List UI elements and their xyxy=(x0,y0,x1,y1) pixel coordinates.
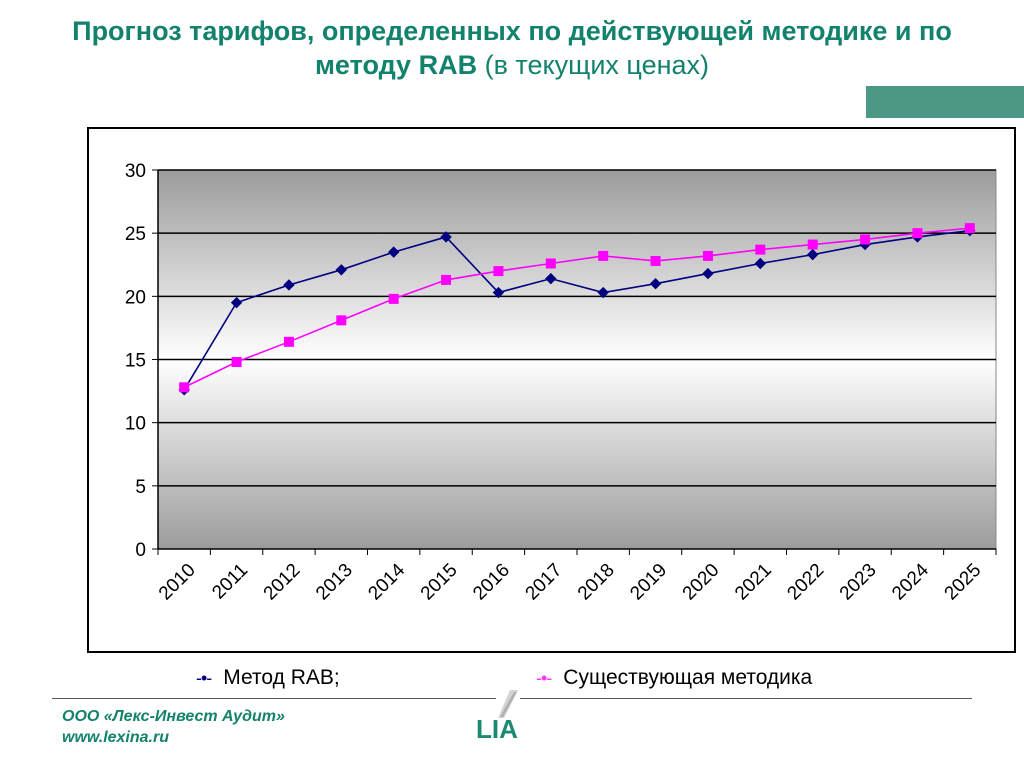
legend-marker-rab: -•- xyxy=(196,667,212,688)
x-tick-label: 2024 xyxy=(888,559,933,604)
x-tick-label: 2012 xyxy=(260,560,305,605)
data-point-existing xyxy=(755,244,766,255)
y-tick-label: 10 xyxy=(125,414,146,435)
footer-rule-right xyxy=(520,698,972,699)
series-layer xyxy=(178,223,976,396)
website-link[interactable]: www.lexina.ru xyxy=(62,729,169,746)
company-name: ООО «Лекс-Инвест Аудит» xyxy=(62,708,285,725)
data-point-rab xyxy=(754,257,767,270)
data-point-existing xyxy=(912,228,923,239)
data-point-existing xyxy=(388,293,399,304)
data-point-existing xyxy=(598,250,609,261)
title-normal: (в текущих ценах) xyxy=(484,50,710,80)
x-tick-label: 2016 xyxy=(469,560,514,605)
gridlines xyxy=(158,169,996,487)
x-tick-label: 2015 xyxy=(417,560,462,605)
y-tick-label: 15 xyxy=(125,351,146,372)
y-tick-label: 30 xyxy=(125,161,146,182)
data-point-rab xyxy=(283,279,295,291)
title-bold: Прогноз тарифов, определенных по действу… xyxy=(72,16,952,80)
legend-marker-existing: -•- xyxy=(536,667,552,688)
data-point-existing xyxy=(807,239,818,250)
x-tick-label: 2010 xyxy=(155,560,200,605)
data-point-existing xyxy=(493,266,504,277)
y-tick-label: 20 xyxy=(125,287,146,308)
legend-label-existing: Существующая методика xyxy=(563,666,813,689)
x-tick-label: 2021 xyxy=(731,560,776,605)
data-point-existing xyxy=(231,357,242,368)
footer: ООО «Лекс-Инвест Аудит» www.lexina.ru xyxy=(62,706,285,748)
legend-label-rab: Метод RAB xyxy=(223,666,334,689)
y-axis-ticks: 0 5 10 15 20 25 30 xyxy=(125,161,159,561)
data-point-rab xyxy=(440,231,452,243)
data-point-existing xyxy=(545,258,556,269)
data-point-rab xyxy=(230,296,243,309)
footer-rule-left xyxy=(52,698,496,699)
x-tick-label: 2013 xyxy=(312,560,357,605)
data-point-existing xyxy=(650,255,661,266)
y-tick-label: 0 xyxy=(135,540,146,561)
series-line-existing xyxy=(183,227,970,389)
x-tick-label: 2018 xyxy=(574,560,619,605)
data-point-existing xyxy=(702,250,713,261)
data-point-rab xyxy=(387,246,400,258)
data-point-existing xyxy=(336,315,347,326)
data-point-rab xyxy=(492,286,505,299)
data-point-rab xyxy=(545,272,557,285)
data-point-existing xyxy=(283,336,294,347)
x-axis-ticks: 2010 2011 2012 2013 2014 2015 2016 2017 2018 2019… xyxy=(155,548,997,605)
x-tick-label: 2017 xyxy=(522,560,567,605)
legend-item-existing: -•- Существующая методика xyxy=(536,666,812,690)
data-point-rab xyxy=(806,248,819,261)
data-point-existing xyxy=(964,223,975,234)
y-tick-label: 25 xyxy=(125,224,146,245)
x-tick-label: 2014 xyxy=(364,559,409,604)
x-tick-label: 2025 xyxy=(941,560,986,605)
company-logo: LIA xyxy=(476,690,518,744)
legend-item-rab: -•- Метод RAB; xyxy=(196,666,340,690)
x-tick-label: 2022 xyxy=(783,560,828,605)
data-point-rab xyxy=(702,267,714,280)
y-tick-label: 5 xyxy=(135,477,146,498)
data-point-rab xyxy=(335,264,348,276)
x-tick-label: 2023 xyxy=(836,560,881,605)
accent-bar xyxy=(866,86,1024,118)
data-point-rab xyxy=(597,286,609,299)
data-point-existing xyxy=(441,274,452,285)
x-tick-label: 2020 xyxy=(679,560,724,605)
page-title: Прогноз тарифов, определенных по действу… xyxy=(60,14,964,82)
data-point-rab xyxy=(649,277,662,290)
x-tick-label: 2019 xyxy=(626,560,671,605)
legend-suffix-rab: ; xyxy=(333,666,340,689)
data-point-existing xyxy=(179,382,190,393)
logo-text: LIA xyxy=(476,714,518,744)
x-tick-label: 2011 xyxy=(208,560,252,604)
legend: -•- Метод RAB; -•- Существующая методика xyxy=(0,666,1024,696)
series-line-rab xyxy=(183,229,970,391)
data-point-existing xyxy=(860,234,871,245)
